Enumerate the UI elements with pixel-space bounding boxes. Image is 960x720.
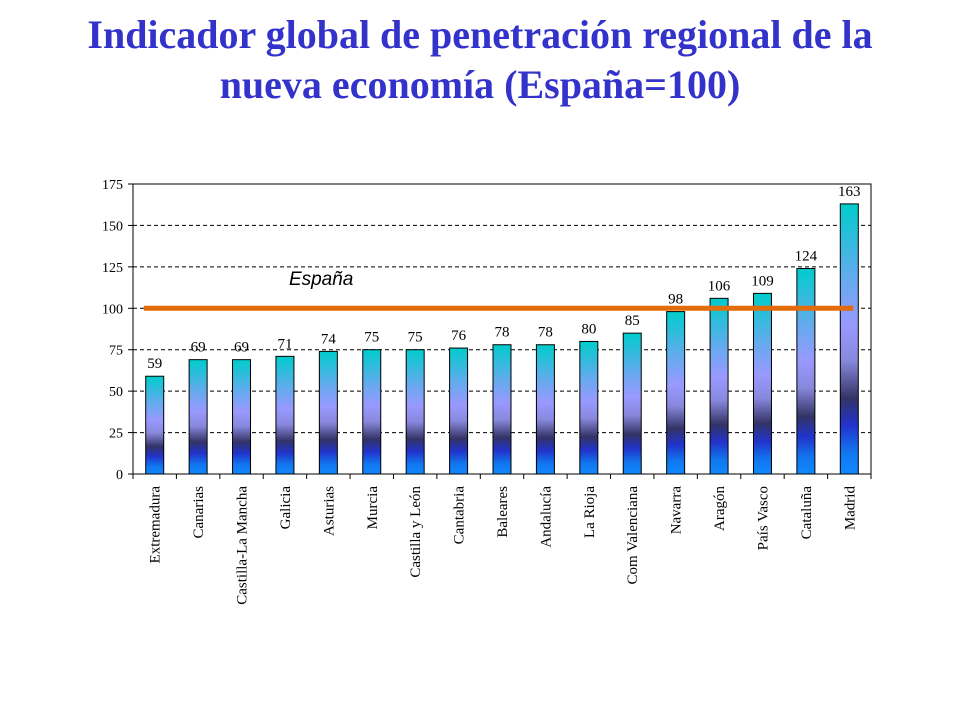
bar-país-vasco bbox=[752, 292, 772, 475]
data-label: 71 bbox=[277, 336, 292, 352]
data-label: 163 bbox=[838, 184, 861, 200]
bar-castilla-y-león bbox=[405, 349, 425, 475]
bar-la-rioja bbox=[579, 340, 599, 475]
x-tick-label: Canarias bbox=[191, 486, 207, 539]
x-tick-label: País Vasco bbox=[755, 486, 771, 550]
x-tick-label: Com Valenciana bbox=[625, 486, 641, 585]
data-labels: 59 69 69 71 74 75 75 76 78 78 80 85 98 106 109 124 163 bbox=[147, 184, 860, 372]
axes bbox=[128, 183, 872, 479]
data-label: 98 bbox=[668, 292, 683, 308]
y-tick-label: 25 bbox=[109, 427, 123, 442]
x-tick-label: Navarra bbox=[669, 486, 685, 535]
data-label: 76 bbox=[451, 328, 467, 344]
y-tick-label: 125 bbox=[102, 261, 123, 276]
bar-cataluña bbox=[796, 268, 816, 475]
bar-asturias bbox=[318, 350, 338, 475]
bar-madrid bbox=[839, 203, 859, 475]
x-tick-label: Castilla y León bbox=[408, 486, 424, 578]
y-tick-label: 150 bbox=[102, 219, 123, 234]
chart-title: Indicador global de penetración regional… bbox=[0, 10, 960, 110]
y-tick-label: 75 bbox=[109, 344, 123, 359]
bar-cantabria bbox=[449, 347, 469, 475]
bar-murcia bbox=[362, 349, 382, 475]
y-tick-label: 100 bbox=[102, 302, 123, 317]
bar-extremadura bbox=[145, 375, 165, 475]
x-tick-labels: Extremadura Canarias Castilla-La Mancha Gal… bbox=[148, 486, 859, 605]
bar-canarias bbox=[188, 359, 208, 475]
data-label: 106 bbox=[708, 278, 731, 294]
bar-baleares bbox=[492, 344, 512, 475]
x-tick-label: Galicia bbox=[278, 486, 294, 530]
reference-line-label: España bbox=[289, 269, 353, 290]
data-label: 69 bbox=[191, 340, 206, 356]
bar-andalucía bbox=[535, 344, 555, 475]
y-tick-label: 175 bbox=[102, 178, 123, 193]
data-label: 78 bbox=[538, 325, 553, 341]
data-label: 80 bbox=[581, 321, 596, 337]
bar-aragón bbox=[709, 297, 729, 475]
x-tick-label: La Rioja bbox=[582, 486, 598, 538]
data-label: 85 bbox=[625, 313, 640, 329]
bar-com-valenciana bbox=[622, 332, 642, 475]
reference-line-group: España bbox=[143, 269, 854, 311]
x-tick-label: Castilla-La Mancha bbox=[235, 486, 251, 605]
x-tick-label: Extremadura bbox=[148, 486, 164, 564]
x-tick-label: Murcia bbox=[365, 486, 381, 530]
x-tick-label: Asturias bbox=[321, 486, 337, 536]
data-label: 74 bbox=[321, 331, 337, 347]
bar-navarra bbox=[666, 311, 686, 475]
x-tick-label: Madrid bbox=[842, 486, 858, 531]
chart-title-line-1: Indicador global de penetración regional… bbox=[87, 12, 873, 57]
data-label: 75 bbox=[364, 330, 379, 346]
x-tick-label: Aragón bbox=[712, 486, 728, 531]
data-label: 75 bbox=[408, 330, 423, 346]
y-tick-label: 50 bbox=[109, 385, 123, 400]
y-tick-labels: 0 25 50 75 100 125 150 175 bbox=[102, 178, 123, 483]
plot-frame bbox=[132, 183, 872, 475]
x-tick-label: Cataluña bbox=[799, 486, 815, 540]
y-tick-label: 0 bbox=[116, 468, 123, 483]
chart-title-line-2: nueva economía (España=100) bbox=[219, 62, 741, 107]
bar-castilla-la-mancha bbox=[232, 359, 252, 475]
x-tick-label: Cantabria bbox=[452, 486, 468, 545]
x-tick-label: Baleares bbox=[495, 486, 511, 538]
x-tick-label: Andalucía bbox=[538, 486, 554, 548]
data-label: 69 bbox=[234, 340, 249, 356]
data-label: 109 bbox=[751, 273, 774, 289]
bar-galicia bbox=[275, 355, 295, 475]
data-label: 59 bbox=[147, 356, 162, 372]
data-label: 124 bbox=[795, 249, 818, 265]
data-label: 78 bbox=[495, 325, 510, 341]
